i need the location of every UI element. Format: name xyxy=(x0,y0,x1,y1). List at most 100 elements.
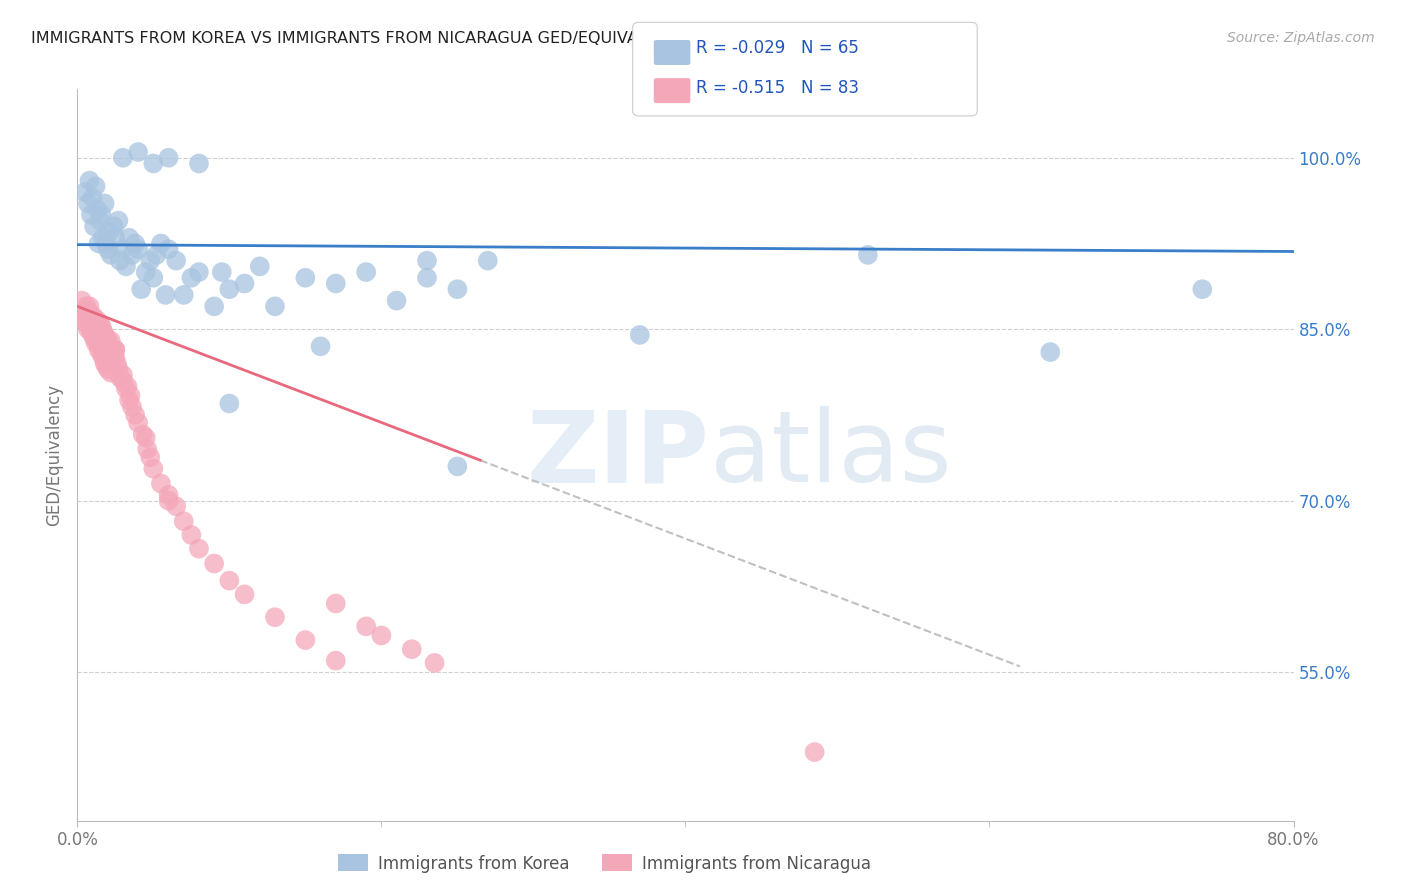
Point xyxy=(1191,282,1213,296)
Point xyxy=(142,270,165,285)
Point xyxy=(82,313,104,327)
Point xyxy=(477,253,499,268)
Point xyxy=(249,260,271,274)
Point xyxy=(111,374,134,388)
Point xyxy=(202,299,225,313)
Point xyxy=(70,293,93,308)
Point xyxy=(118,392,141,407)
Point xyxy=(446,459,468,474)
Point xyxy=(127,145,149,159)
Point xyxy=(90,327,112,342)
Point xyxy=(87,319,110,334)
Point xyxy=(104,231,127,245)
Legend: Immigrants from Korea, Immigrants from Nicaragua: Immigrants from Korea, Immigrants from N… xyxy=(330,847,879,880)
Point xyxy=(325,597,347,611)
Point xyxy=(135,265,157,279)
Point xyxy=(86,334,108,348)
Y-axis label: GED/Equivalency: GED/Equivalency xyxy=(45,384,63,526)
Point xyxy=(142,156,165,170)
Text: R = -0.515   N = 83: R = -0.515 N = 83 xyxy=(696,78,859,96)
Point xyxy=(79,317,101,331)
Point xyxy=(309,339,332,353)
Point xyxy=(416,270,439,285)
Point xyxy=(120,388,142,402)
Point xyxy=(111,151,134,165)
Point xyxy=(104,351,127,365)
Point xyxy=(115,382,138,396)
Point xyxy=(87,236,110,251)
Point xyxy=(117,379,139,393)
Point xyxy=(75,317,97,331)
Point xyxy=(83,219,105,234)
Point xyxy=(80,309,103,323)
Point xyxy=(103,347,125,361)
Text: ZIP: ZIP xyxy=(527,407,710,503)
Point xyxy=(218,574,240,588)
Point xyxy=(90,347,112,361)
Point xyxy=(89,339,111,353)
Point xyxy=(84,319,107,334)
Point xyxy=(93,356,115,371)
Point xyxy=(423,656,446,670)
Point xyxy=(155,288,177,302)
Point xyxy=(84,317,107,331)
Point xyxy=(87,343,110,357)
Point xyxy=(79,309,101,323)
Text: R = -0.029   N = 65: R = -0.029 N = 65 xyxy=(696,39,859,57)
Point xyxy=(446,282,468,296)
Point xyxy=(89,317,111,331)
Point xyxy=(101,343,124,357)
Text: atlas: atlas xyxy=(710,407,952,503)
Point xyxy=(149,476,172,491)
Point xyxy=(1039,345,1062,359)
Point xyxy=(188,265,211,279)
Point xyxy=(97,242,120,256)
Point xyxy=(157,488,180,502)
Point xyxy=(90,208,112,222)
Point xyxy=(96,236,118,251)
Point xyxy=(354,619,377,633)
Point xyxy=(157,493,180,508)
Point xyxy=(91,351,114,365)
Point xyxy=(385,293,408,308)
Point xyxy=(84,335,107,350)
Point xyxy=(294,270,316,285)
Point xyxy=(165,253,187,268)
Text: IMMIGRANTS FROM KOREA VS IMMIGRANTS FROM NICARAGUA GED/EQUIVALENCY CORRELATION C: IMMIGRANTS FROM KOREA VS IMMIGRANTS FROM… xyxy=(31,31,868,46)
Point xyxy=(97,362,120,376)
Point xyxy=(93,196,115,211)
Point xyxy=(72,305,94,319)
Point xyxy=(100,334,122,348)
Point xyxy=(115,260,138,274)
Point xyxy=(416,253,439,268)
Point xyxy=(90,319,112,334)
Point xyxy=(77,322,100,336)
Point xyxy=(127,242,149,256)
Point xyxy=(79,299,101,313)
Point xyxy=(149,236,172,251)
Point xyxy=(121,248,143,262)
Point xyxy=(401,642,423,657)
Point xyxy=(233,277,256,291)
Point xyxy=(188,156,211,170)
Point xyxy=(83,310,105,325)
Point xyxy=(79,174,101,188)
Point xyxy=(173,514,195,528)
Point xyxy=(108,370,131,384)
Point xyxy=(211,265,233,279)
Point xyxy=(136,442,159,457)
Point xyxy=(180,528,202,542)
Point xyxy=(856,248,879,262)
Point xyxy=(91,325,114,339)
Point xyxy=(202,557,225,571)
Point xyxy=(157,151,180,165)
Point xyxy=(82,191,104,205)
Point xyxy=(124,408,146,422)
Point xyxy=(127,416,149,430)
Point xyxy=(142,461,165,475)
Point xyxy=(325,654,347,668)
Point xyxy=(180,270,202,285)
Point xyxy=(100,248,122,262)
Point xyxy=(98,339,121,353)
Point xyxy=(121,400,143,414)
